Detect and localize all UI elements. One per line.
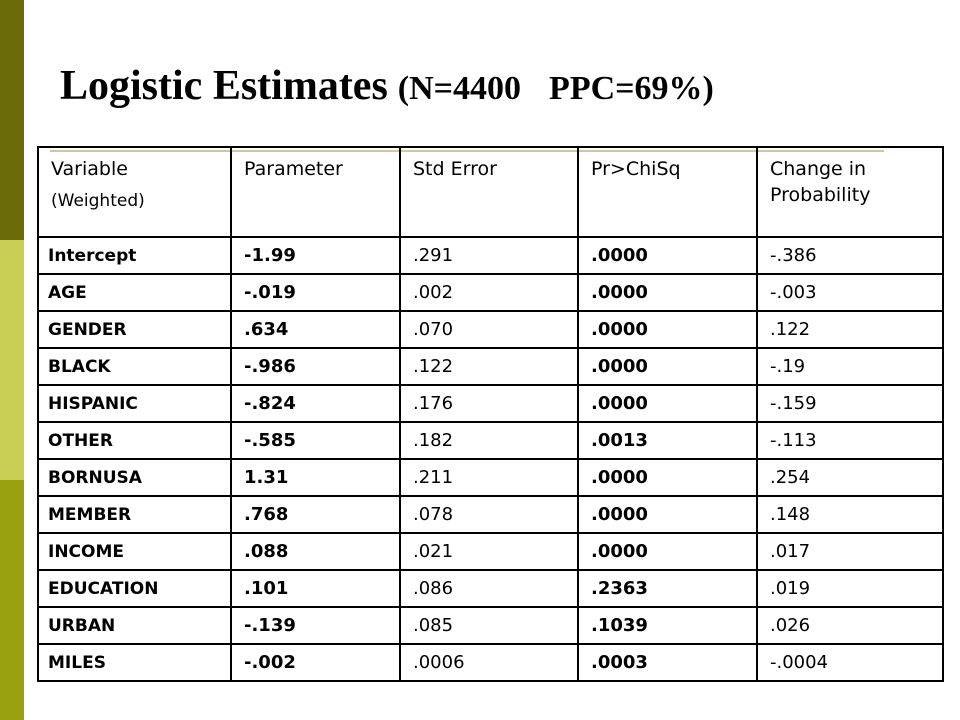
table-row: GENDER .634.070.0000.122 (37, 310, 944, 349)
cell-variable: OTHER (37, 421, 232, 460)
table-row: EDUCATION .101.086.2363.019 (37, 569, 944, 608)
cell-change-in-probability: .254 (756, 458, 944, 497)
cell-variable: URBAN (37, 606, 232, 645)
cell-parameter: -.824 (230, 384, 401, 423)
cell-std-error: .021 (399, 532, 579, 571)
cell-change-in-probability: -.19 (756, 347, 944, 386)
cell-change-in-probability: -.113 (756, 421, 944, 460)
table-row: BLACK -.986.122.0000 -.19 (37, 347, 944, 386)
header-pr-chisq: Pr>ChiSq (577, 146, 758, 238)
table-row: HISPANIC -.824.176.0000 -.159 (37, 384, 944, 423)
title-sample-size: (N=4400 (397, 70, 522, 107)
header-variable: Variable (Weighted) (37, 146, 232, 238)
cell-pr-chisq: .0000 (577, 458, 758, 497)
table-row: MILES -.002.0006.0003 -.0004 (37, 643, 944, 682)
cell-pr-chisq: .0000 (577, 273, 758, 312)
cell-variable: Intercept (37, 236, 232, 275)
table-row: MEMBER .768.078.0000.148 (37, 495, 944, 534)
cell-variable: MILES (37, 643, 232, 682)
table-row: URBAN -.139.085.1039.026 (37, 606, 944, 645)
cell-variable: GENDER (37, 310, 232, 349)
cell-change-in-probability: .017 (756, 532, 944, 571)
cell-std-error: .002 (399, 273, 579, 312)
table-row: INCOME .088.021.0000.017 (37, 532, 944, 571)
cell-std-error: .291 (399, 236, 579, 275)
table-row: BORNUSA 1.31.211.0000.254 (37, 458, 944, 497)
table-row: Intercept -1.99.291.0000 -.386 (37, 236, 944, 275)
cell-pr-chisq: .2363 (577, 569, 758, 608)
cell-pr-chisq: .0000 (577, 310, 758, 349)
header-variable-label: Variable (51, 158, 128, 180)
cell-pr-chisq: .0000 (577, 347, 758, 386)
cell-std-error: .122 (399, 347, 579, 386)
header-parameter: Parameter (230, 146, 401, 238)
cell-pr-chisq: .0000 (577, 384, 758, 423)
cell-change-in-probability: .026 (756, 606, 944, 645)
cell-change-in-probability: -.159 (756, 384, 944, 423)
cell-pr-chisq: .0013 (577, 421, 758, 460)
estimates-table: Variable (Weighted) Parameter Std Error … (37, 146, 944, 682)
cell-parameter: -.002 (230, 643, 401, 682)
cell-parameter: -.986 (230, 347, 401, 386)
cell-variable: EDUCATION (37, 569, 232, 608)
header-variable-note: (Weighted) (51, 191, 145, 211)
cell-std-error: .182 (399, 421, 579, 460)
cell-variable: INCOME (37, 532, 232, 571)
cell-change-in-probability: .122 (756, 310, 944, 349)
cell-parameter: .088 (230, 532, 401, 571)
cell-change-in-probability: .019 (756, 569, 944, 608)
cell-parameter: -.585 (230, 421, 401, 460)
cell-parameter: -.019 (230, 273, 401, 312)
cell-pr-chisq: .0000 (577, 532, 758, 571)
cell-change-in-probability: -.0004 (756, 643, 944, 682)
title-ppc: PPC=69%) (549, 70, 714, 107)
header-change-in-probability: Change in Probability (756, 146, 944, 238)
cell-variable: HISPANIC (37, 384, 232, 423)
slide-title: Logistic Estimates (N=4400 PPC=69%) (60, 62, 714, 110)
cell-parameter: -.139 (230, 606, 401, 645)
cell-parameter: .768 (230, 495, 401, 534)
cell-variable: BORNUSA (37, 458, 232, 497)
cell-pr-chisq: .0000 (577, 495, 758, 534)
side-accent-bar-bottom (0, 480, 24, 720)
cell-std-error: .086 (399, 569, 579, 608)
cell-change-in-probability: -.003 (756, 273, 944, 312)
cell-parameter: 1.31 (230, 458, 401, 497)
cell-std-error: .211 (399, 458, 579, 497)
table-row: OTHER -.585.182.0013 -.113 (37, 421, 944, 460)
cell-std-error: .176 (399, 384, 579, 423)
side-accent-bar-middle (0, 240, 24, 480)
cell-pr-chisq: .1039 (577, 606, 758, 645)
cell-pr-chisq: .0000 (577, 236, 758, 275)
cell-parameter: .101 (230, 569, 401, 608)
cell-parameter: -1.99 (230, 236, 401, 275)
cell-variable: BLACK (37, 347, 232, 386)
cell-std-error: .085 (399, 606, 579, 645)
table-body: Intercept -1.99.291.0000 -.386 AGE -.019.002… (37, 236, 944, 682)
cell-variable: AGE (37, 273, 232, 312)
cell-std-error: .078 (399, 495, 579, 534)
table-header-row: Variable (Weighted) Parameter Std Error … (37, 146, 944, 238)
cell-parameter: .634 (230, 310, 401, 349)
table-row: AGE -.019.002.0000 -.003 (37, 273, 944, 312)
side-accent-bar-top (0, 0, 24, 240)
cell-std-error: .070 (399, 310, 579, 349)
title-main: Logistic Estimates (60, 63, 388, 109)
header-std-error: Std Error (399, 146, 579, 238)
cell-pr-chisq: .0003 (577, 643, 758, 682)
cell-change-in-probability: .148 (756, 495, 944, 534)
cell-change-in-probability: -.386 (756, 236, 944, 275)
cell-variable: MEMBER (37, 495, 232, 534)
cell-std-error: .0006 (399, 643, 579, 682)
